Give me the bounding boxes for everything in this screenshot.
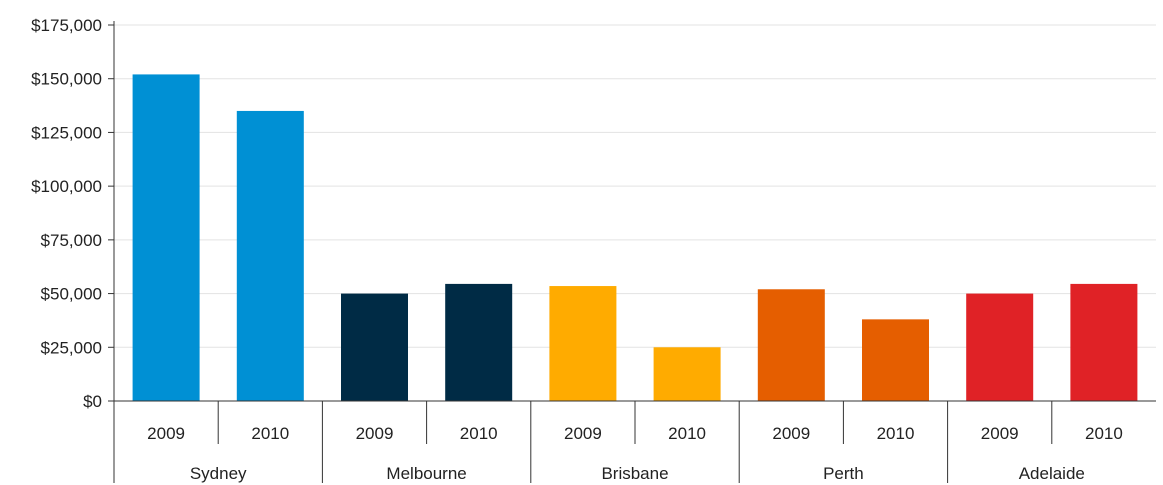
x-category-label: 2009 — [981, 424, 1019, 443]
x-category-label: 2010 — [668, 424, 706, 443]
x-category-label: 2010 — [1085, 424, 1123, 443]
y-tick-label: $175,000 — [31, 16, 102, 35]
bar-adelaide-2010 — [1070, 283, 1138, 401]
y-tick-label: $75,000 — [41, 231, 102, 250]
axis-labels: $0 $25,000 $50,000 $75,000 $100,000 $125,000 $… — [31, 16, 1123, 483]
y-tick-label: $125,000 — [31, 123, 102, 142]
x-group-label: Perth — [823, 464, 864, 483]
axes — [108, 21, 1156, 483]
bar-adelaide-2009 — [966, 293, 1034, 401]
bars — [132, 74, 1138, 401]
x-group-label: Adelaide — [1019, 464, 1085, 483]
x-category-label: 2010 — [251, 424, 289, 443]
y-tick-label: $25,000 — [41, 338, 102, 357]
y-tick-label: $0 — [83, 392, 102, 411]
x-category-label: 2009 — [356, 424, 394, 443]
x-category-label: 2010 — [460, 424, 498, 443]
y-tick-label: $50,000 — [41, 285, 102, 304]
x-group-label: Melbourne — [386, 464, 466, 483]
y-tick-label: $100,000 — [31, 177, 102, 196]
bar-brisbane-2010 — [653, 347, 721, 401]
x-group-label: Sydney — [190, 464, 247, 483]
bar-brisbane-2009 — [549, 286, 617, 401]
bar-sydney-2009 — [132, 74, 200, 401]
y-tick-label: $150,000 — [31, 70, 102, 89]
bar-melbourne-2009 — [341, 293, 408, 401]
x-category-label: 2009 — [564, 424, 602, 443]
bar-melbourne-2010 — [445, 283, 513, 401]
x-category-label: 2010 — [877, 424, 915, 443]
x-group-label: Brisbane — [601, 464, 668, 483]
bar-perth-2010 — [862, 319, 929, 401]
x-category-label: 2009 — [147, 424, 185, 443]
x-category-label: 2009 — [772, 424, 810, 443]
bar-perth-2009 — [757, 289, 825, 401]
bar-sydney-2010 — [236, 110, 304, 401]
